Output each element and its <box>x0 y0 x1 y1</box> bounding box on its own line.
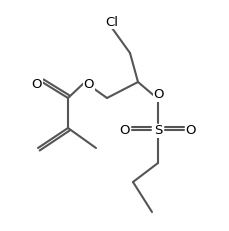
Text: O: O <box>154 88 164 101</box>
Text: O: O <box>186 124 196 137</box>
Text: O: O <box>84 77 94 91</box>
Text: Cl: Cl <box>106 15 118 28</box>
Text: O: O <box>120 124 130 137</box>
Text: S: S <box>154 125 162 137</box>
Text: O: O <box>32 79 42 91</box>
